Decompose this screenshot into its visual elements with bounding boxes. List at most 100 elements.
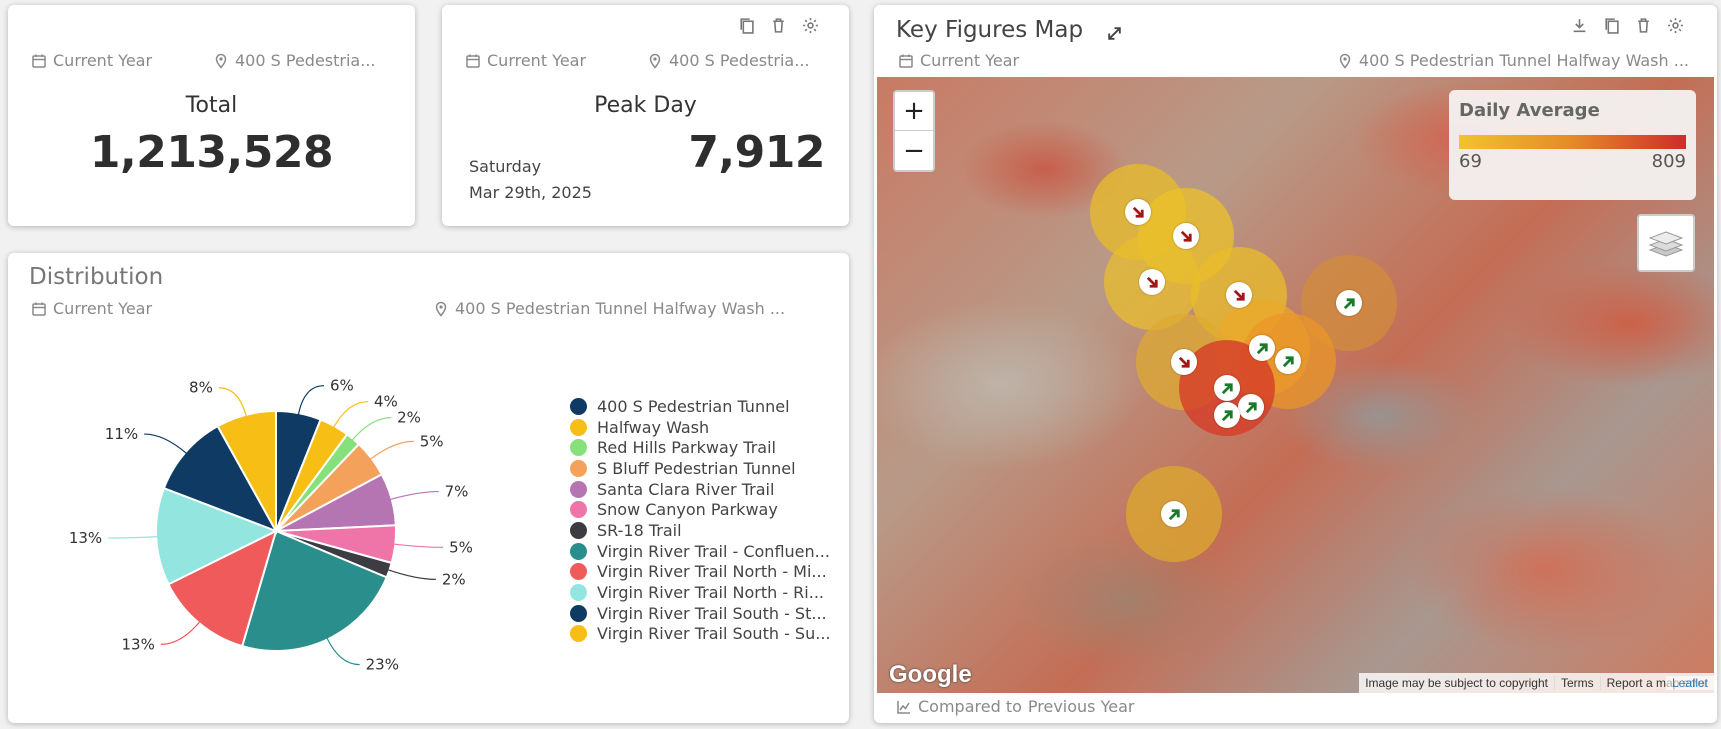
label-leader-line [326, 637, 360, 666]
delete-button[interactable] [767, 14, 789, 36]
legend-label: Virgin River Trail - Confluen... [597, 541, 830, 561]
zoom-in-button[interactable]: + [895, 92, 933, 131]
trend-down-marker[interactable] [1226, 282, 1252, 308]
trend-up-marker[interactable] [1214, 402, 1240, 428]
label-leader-line [387, 569, 436, 581]
legend-item[interactable]: Virgin River Trail South - St... [570, 603, 835, 624]
trend-up-marker[interactable] [1238, 394, 1264, 420]
copy-button[interactable] [735, 14, 757, 36]
legend-item[interactable]: Virgin River Trail - Confluen... [570, 541, 835, 562]
download-icon [1573, 18, 1585, 32]
settings-button[interactable] [799, 14, 821, 36]
label-leader-line [369, 440, 414, 461]
location-pin-icon [435, 301, 447, 317]
legend-color-dot [570, 625, 587, 643]
trend-up-marker[interactable] [1161, 501, 1187, 527]
trend-up-marker[interactable] [1336, 290, 1362, 316]
zoom-control: + − [893, 90, 935, 172]
location-filter: 400 S Pedestria... [213, 51, 375, 70]
legend-item[interactable]: Snow Canyon Parkway [570, 499, 835, 520]
slice-percent-label: 13% [69, 529, 102, 547]
settings-button[interactable] [1664, 14, 1686, 36]
expand-button[interactable] [1103, 22, 1125, 44]
google-logo: Google [889, 661, 972, 688]
legend-color-dot [570, 397, 587, 415]
calendar-icon [899, 54, 913, 68]
legend-item[interactable]: Red Hills Parkway Trail [570, 437, 835, 458]
legend-item[interactable]: S Bluff Pedestrian Tunnel [570, 458, 835, 479]
arrow-up-right-icon [1256, 342, 1268, 354]
arrow-up-right-icon [1282, 355, 1294, 367]
legend-item[interactable]: 400 S Pedestrian Tunnel [570, 396, 835, 417]
location-label: 400 S Pedestria... [235, 51, 376, 70]
slice-percent-label: 13% [122, 635, 155, 653]
arrow-down-right-icon [1146, 276, 1158, 288]
gear-icon [1667, 17, 1683, 33]
slice-percent-label: 6% [330, 377, 354, 395]
leaflet-link[interactable]: Leaflet [1665, 676, 1714, 690]
label-leader-line [108, 536, 159, 539]
legend-label: Virgin River Trail North - Mi... [597, 562, 827, 582]
distribution-card: Distribution Current Year 400 S Pedestri… [8, 253, 849, 723]
total-value: 1,213,528 [89, 127, 334, 178]
trend-up-marker[interactable] [1275, 348, 1301, 374]
trend-up-marker[interactable] [1249, 335, 1275, 361]
slice-percent-label: 23% [366, 656, 399, 674]
location-pin-icon [649, 53, 661, 69]
trend-down-marker[interactable] [1173, 223, 1199, 249]
arrow-up-right-icon [1168, 508, 1180, 520]
gear-icon [802, 17, 818, 33]
delete-button[interactable] [1632, 14, 1654, 36]
legend-label: Snow Canyon Parkway [597, 500, 778, 520]
legend-label: Halfway Wash [597, 417, 710, 437]
trend-up-marker[interactable] [1214, 375, 1240, 401]
distribution-pie-chart: 6%4%2%5%7%5%2%23%13%13%11%8% [69, 377, 473, 674]
zoom-out-button[interactable]: − [903, 135, 925, 166]
legend-item[interactable]: Virgin River Trail North - Ri... [570, 582, 835, 603]
label-leader-line [218, 387, 247, 417]
peak-date: Mar 29th, 2025 [469, 183, 592, 202]
legend-item[interactable]: Santa Clara River Trail [570, 479, 835, 500]
legend-title: Daily Average [1459, 100, 1600, 121]
map-title: Key Figures Map [896, 17, 1084, 43]
legend-label: S Bluff Pedestrian Tunnel [597, 458, 796, 478]
comparison-toggle[interactable]: Compared to Previous Year [896, 697, 1134, 716]
legend-item[interactable]: SR-18 Trail [570, 520, 835, 541]
legend-min: 69 [1459, 151, 1482, 172]
legend-label: 400 S Pedestrian Tunnel [597, 396, 790, 416]
slice-percent-label: 2% [397, 409, 421, 427]
legend-item[interactable]: Virgin River Trail North - Mi... [570, 562, 835, 583]
trend-down-marker[interactable] [1171, 349, 1197, 375]
trend-down-marker[interactable] [1125, 199, 1151, 225]
legend-label: SR-18 Trail [597, 520, 682, 540]
copy-button[interactable] [1600, 14, 1622, 36]
arrow-up-right-icon [1245, 401, 1257, 413]
legend-label: Virgin River Trail South - St... [597, 603, 827, 623]
period-filter: Current Year [31, 51, 152, 70]
legend-label: Santa Clara River Trail [597, 479, 775, 499]
arrow-down-right-icon [1178, 356, 1190, 368]
calendar-icon [32, 54, 46, 68]
location-label: 400 S Pedestrian Tunnel Halfway Wash ... [1358, 51, 1689, 70]
key-figures-map-card: Key Figures Map Current Year 400 S Pedes… [874, 5, 1717, 723]
legend-label: Virgin River Trail North - Ri... [597, 583, 824, 603]
arrow-down-right-icon [1233, 289, 1245, 301]
legend-item[interactable]: Halfway Wash [570, 417, 835, 438]
legend-color-dot [570, 459, 587, 477]
legend-item[interactable]: Virgin River Trail South - Su... [570, 624, 835, 645]
period-filter: Current Year [31, 299, 152, 318]
label-leader-line [144, 433, 188, 455]
trend-down-marker[interactable] [1139, 269, 1165, 295]
location-filter: 400 S Pedestrian Tunnel Halfway Wash ... [433, 299, 785, 318]
layers-button[interactable] [1637, 214, 1695, 272]
trash-icon [772, 17, 784, 33]
terms-link[interactable]: Terms [1553, 676, 1600, 690]
arrow-down-right-icon [1132, 206, 1144, 218]
compare-prefix: Compared to [918, 697, 1022, 716]
satellite-map[interactable]: + − Daily Average 69 809 Google Image ma… [877, 77, 1714, 693]
legend-label: Virgin River Trail South - Su... [597, 624, 831, 644]
location-filter: 400 S Pedestria... [647, 51, 809, 70]
map-attribution: Image may be subject to copyright Terms … [1359, 673, 1714, 693]
period-label: Current Year [53, 51, 153, 70]
download-button[interactable] [1568, 14, 1590, 36]
